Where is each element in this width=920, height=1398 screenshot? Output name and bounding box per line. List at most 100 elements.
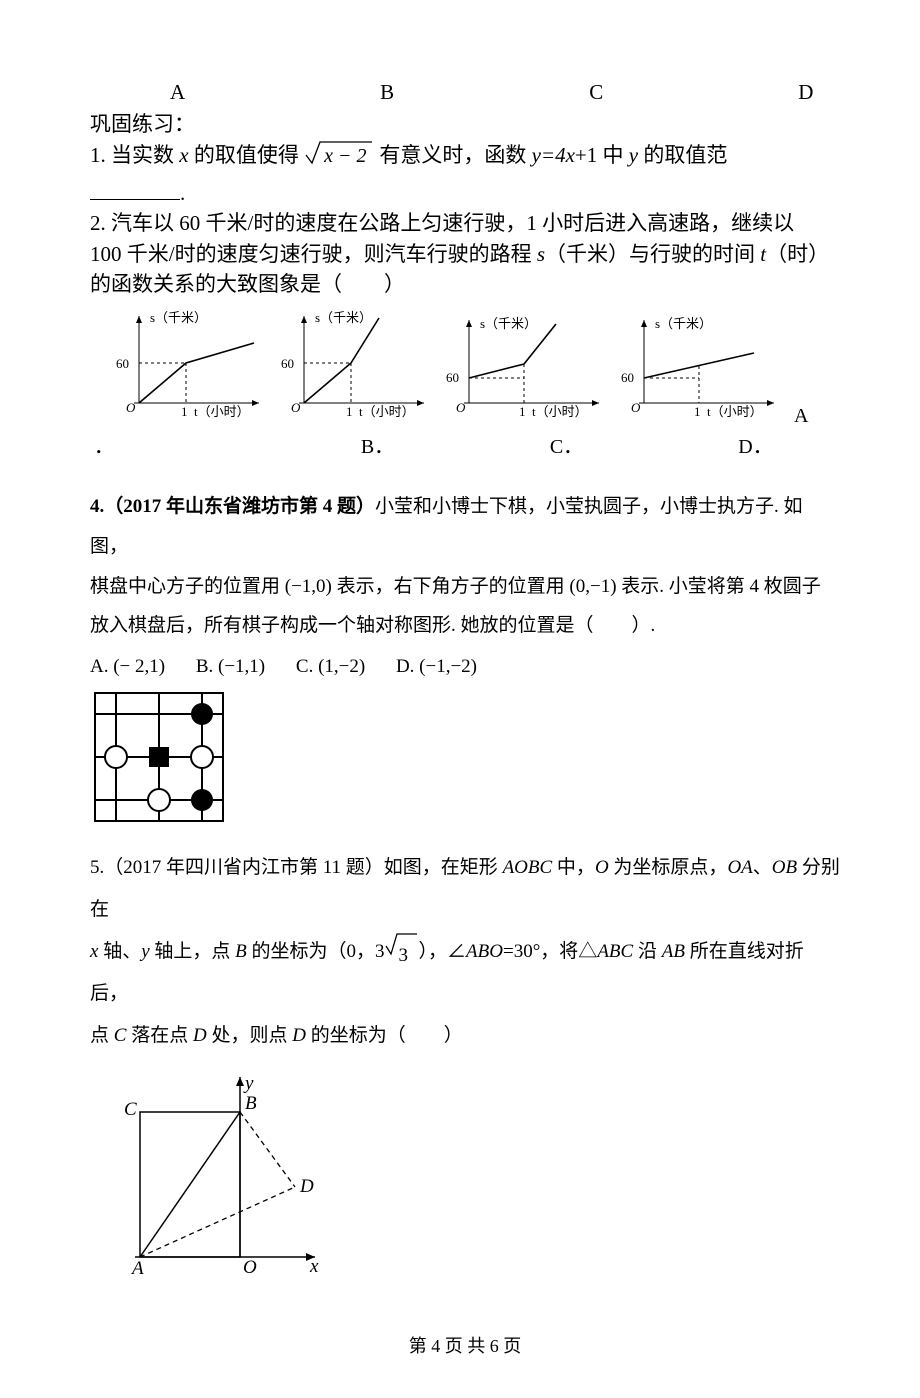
q4-b3: 放入棋盘后，所有棋子构成一个轴对称图形. 她放的位置是（ ）. (90, 615, 655, 636)
q1-blank-line: . (90, 176, 840, 209)
q2-unitt: （时） (766, 242, 829, 266)
lbl-x: x (309, 1256, 319, 1277)
q4-block: 4.（2017 年山东省潍坊市第 4 题）小莹和小博士下棋，小莹执圆子，小博士执… (90, 487, 840, 647)
q5-D2: D (292, 1025, 306, 1046)
q2-units: （千米）与行驶的时间 (545, 242, 760, 266)
q1-blank (90, 176, 180, 200)
gA-xlabel: t（小时） (194, 404, 250, 419)
gA-60: 60 (116, 356, 129, 371)
lbl-B: B (245, 1093, 257, 1114)
page-footer: 第 4 页 共 6 页 (90, 1332, 840, 1358)
q5-OB: OB (772, 857, 797, 878)
gD-1: 1 (694, 404, 701, 419)
graph-D: s（千米） t（小时） 60 1 O (609, 308, 784, 428)
q4-b2b: 表示，右下角方子的位置用 (332, 576, 570, 597)
top-label-A: A (170, 80, 185, 105)
graph-C: s（千米） t（小时） 60 1 O (434, 308, 609, 428)
q5-diagram: y x C B D A O (110, 1067, 330, 1277)
q2-l2a: 100 千米/时的速度匀速行驶，则汽车行驶的路程 (90, 242, 537, 266)
q5-b3c: 处，则点 (207, 1025, 293, 1046)
q5-b2b: 轴上，点 (150, 941, 236, 962)
square-piece (149, 747, 169, 767)
q2-s: s (537, 242, 545, 266)
q2-optB: B． (283, 430, 472, 459)
q2-line1: 2. 汽车以 60 千米/时的速度在公路上匀速行驶，1 小时后进入高速路，继续以 (90, 208, 840, 238)
q5-b1a: 如图，在矩形 (384, 857, 503, 878)
q5-b3a: 点 (90, 1025, 114, 1046)
top-label-D: D (798, 80, 813, 105)
q4-optD: D. (−1,−2) (396, 656, 477, 677)
top-label-C: C (589, 80, 603, 105)
q1-tail: 的取值范 (638, 143, 727, 167)
q5-block: 5.（2017 年四川省内江市第 11 题）如图，在矩形 AOBC 中，O 为坐… (90, 847, 840, 1057)
q2-opt-labels: ． B． C． D． (90, 430, 850, 459)
q1-mid2: 有意义时，函数 (379, 143, 531, 167)
section-title: 巩固练习： (90, 109, 840, 139)
q5-b3b: 落在点 (126, 1025, 193, 1046)
graph-A: s（千米） t（小时） 60 1 O (104, 308, 269, 428)
lbl-D: D (299, 1176, 314, 1197)
gA-1: 1 (181, 404, 188, 419)
gB-1: 1 (346, 404, 353, 419)
q1-plus: +1 中 (575, 143, 629, 167)
q4-optC: C. (1,−2) (296, 656, 365, 677)
q4-c1: (−1,0) (285, 576, 332, 597)
q2-line2: 100 千米/时的速度匀速行驶，则汽车行驶的路程 s（千米）与行驶的时间 t（时… (90, 239, 840, 269)
q1-y2: y (629, 143, 638, 167)
q5-b2c: 的坐标为（0， (247, 941, 375, 962)
gA-O: O (126, 400, 136, 415)
trailing-A: A (794, 405, 808, 428)
q5-3: 3 (375, 941, 385, 962)
q2-optC: C． (472, 430, 661, 459)
sqrt3: 3 (385, 932, 419, 974)
q5-ABO: ABO (466, 941, 503, 962)
q4-title: 4.（2017 年山东省潍坊市第 4 题） (90, 496, 375, 517)
lbl-A: A (130, 1258, 144, 1277)
q5-b1c: 为坐标原点， (609, 857, 728, 878)
q2-optA: ． (90, 430, 283, 459)
q1-x2: x (566, 143, 575, 167)
gB-O: O (291, 400, 301, 415)
lbl-C: C (124, 1099, 137, 1120)
q5-title: 5.（2017 年四川省内江市第 11 题） (90, 857, 384, 878)
q5-y: y (141, 941, 149, 962)
q5-b1b: 中， (552, 857, 595, 878)
gA-ylabel: s（千米） (150, 310, 207, 325)
gC-O: O (456, 400, 466, 415)
gB-xlabel: t（小时） (359, 404, 415, 419)
q5-b2f: 沿 (633, 941, 662, 962)
top-label-B: B (380, 80, 394, 105)
q5-OA: OA (727, 857, 752, 878)
gD-O: O (631, 400, 641, 415)
q5-ABC: ABC (597, 941, 633, 962)
q2-optD: D． (661, 430, 850, 459)
q4-optA: A. (− 2,1) (90, 656, 165, 677)
gB-60: 60 (281, 356, 294, 371)
q4-c2: (0,−1) (569, 576, 616, 597)
q5-AOBC: AOBC (503, 857, 553, 878)
lbl-O: O (243, 1257, 257, 1277)
q4-options: A. (− 2,1) B. (−1,1) C. (1,−2) D. (−1,−2… (90, 656, 840, 678)
gC-1: 1 (519, 404, 526, 419)
q5-sep: 、 (753, 857, 772, 878)
q5-B: B (235, 941, 247, 962)
sqrt-x-minus-2: x − 2 (304, 139, 374, 175)
q5-D: D (193, 1025, 207, 1046)
q1-eq: =4 (541, 143, 566, 167)
q1-mid1: 的取值使得 (189, 143, 299, 167)
gB-ylabel: s（千米） (315, 310, 372, 325)
gD-ylabel: s（千米） (655, 316, 712, 331)
q5-AB: AB (662, 941, 685, 962)
top-option-label-row: A B C D (90, 80, 840, 105)
black-stone (191, 789, 213, 811)
sqrt-expr: x − 2 (324, 142, 366, 171)
white-stone (105, 746, 127, 768)
q5-b2e: =30°，将△ (503, 941, 597, 962)
gD-60: 60 (621, 370, 634, 385)
q1-line1: 1. 当实数 x 的取值使得 x − 2 有意义时，函数 y=4x+1 中 y … (90, 139, 840, 175)
q1-y: y (532, 143, 541, 167)
q1-x: x (179, 143, 188, 167)
q5-b2d: ），∠ (419, 941, 467, 962)
lbl-y: y (243, 1073, 254, 1094)
gD-xlabel: t（小时） (707, 404, 763, 419)
